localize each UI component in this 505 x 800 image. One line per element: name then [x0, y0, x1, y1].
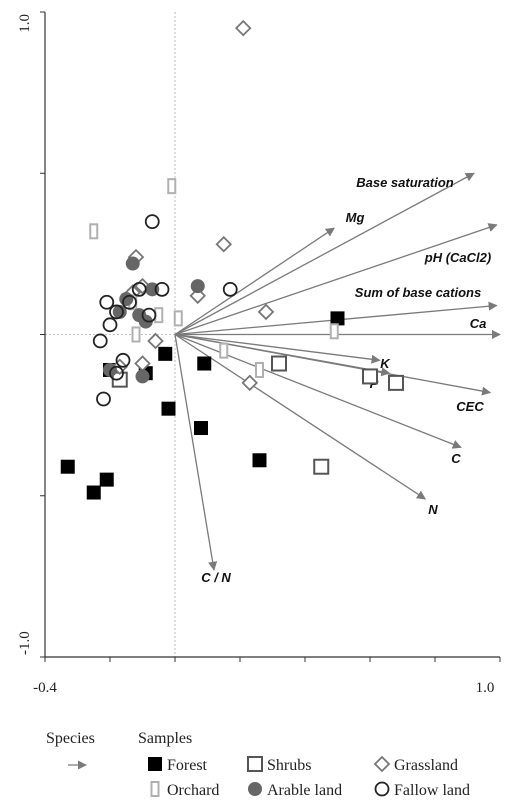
fallow-land-point-10: [109, 365, 124, 381]
legend-label-forest: Forest: [167, 757, 208, 774]
orchard-point-4: [173, 310, 183, 327]
species-arrow-1: [174, 227, 336, 336]
forest-point-7: [197, 356, 212, 371]
legend-label-shrubs: Shrubs: [267, 757, 311, 774]
grassland-point-1: [215, 235, 233, 253]
forest-point-8: [194, 421, 208, 436]
forest-point-10: [330, 311, 345, 326]
arable-land-point-3: [112, 304, 127, 319]
legend-label-orchard: Orchard: [167, 782, 219, 799]
grassland-point-8: [241, 374, 259, 392]
grassland-point-7: [147, 332, 164, 350]
species-label-4: Ca: [470, 316, 487, 331]
orchard-point-6: [219, 342, 229, 359]
legend-species-title: Species: [46, 730, 95, 747]
legend-label-arable-land: Arable land: [267, 782, 342, 799]
y-tick-label-bottom: -1.0: [17, 631, 33, 655]
species-arrow-0: [174, 172, 475, 336]
legend-marker-orchard: [150, 781, 160, 797]
shrubs-point-2: [313, 458, 330, 475]
legend-marker-forest: [148, 757, 162, 771]
legend-samples-title: Samples: [138, 730, 192, 747]
forest-point-6: [161, 401, 176, 416]
orchard-point-5: [131, 326, 141, 343]
legend: Species Samples Forest Shrubs Grassland Orcha…: [46, 730, 470, 799]
species-arrow-8: [174, 333, 462, 449]
species-label-7: CEC: [456, 399, 484, 414]
species-arrow-5: [174, 333, 381, 364]
x-tick-label-right: 1.0: [476, 680, 495, 696]
fallow-land-point-3: [154, 281, 170, 297]
species-label-0: Base saturation: [356, 175, 454, 190]
fallow-land-point-1: [99, 294, 115, 310]
fallow-land-point-6: [122, 294, 137, 310]
forest-point-9: [252, 453, 267, 468]
species-label-1: Mg: [346, 210, 365, 225]
legend-marker-shrubs: [247, 756, 263, 772]
orchard-point-1: [89, 223, 99, 240]
arable-land-point-1: [119, 292, 134, 307]
orchard-point-7: [255, 361, 264, 378]
fallow-land-point-4: [102, 317, 118, 333]
fallow-land-point-9: [96, 391, 111, 407]
orchard-point-8: [329, 323, 339, 340]
grassland-point-6: [257, 303, 275, 321]
legend-label-fallow-land: Fallow land: [394, 782, 470, 799]
species-label-10: C / N: [201, 570, 231, 585]
fallow-land-point-12: [222, 281, 238, 297]
x-tick-label-left: -0.4: [33, 680, 57, 696]
species-arrow-9: [174, 333, 427, 500]
species-label-5: K: [380, 356, 391, 371]
species-label-3: Sum of base cations: [355, 285, 481, 300]
fallow-land-point-5: [109, 304, 124, 320]
forest-point-0: [60, 459, 75, 474]
species-arrow-10: [174, 334, 218, 571]
species-arrow-2: [174, 223, 498, 336]
forest-point-5: [158, 346, 173, 361]
species-label-8: C: [451, 451, 461, 466]
shrubs-point-3: [362, 368, 378, 385]
shrubs-point-1: [271, 355, 287, 372]
legend-marker-grassland: [373, 755, 391, 773]
shrubs-point-4: [388, 374, 404, 391]
forest-point-2: [99, 472, 114, 487]
arable-land-point-8: [135, 369, 150, 384]
legend-marker-fallow-land: [374, 781, 390, 797]
orchard-point-0: [167, 178, 177, 195]
fallow-land-point-2: [131, 281, 147, 297]
fallow-land-point-8: [92, 333, 108, 349]
legend-marker-arable-land: [248, 782, 262, 796]
fallow-land-point-0: [144, 214, 160, 230]
y-tick-label-top: 1.0: [17, 14, 33, 33]
fallow-land-point-7: [141, 307, 157, 323]
grassland-point-5: [189, 287, 207, 305]
plot-area: 1.0 -1.0 -0.4 1.0 Base saturation Mg pH (CaCl2…: [17, 11, 501, 696]
forest-point-1: [86, 485, 101, 500]
legend-label-grassland: Grassland: [394, 757, 458, 774]
species-label-9: N: [428, 502, 438, 517]
arable-land-point-5: [190, 279, 205, 294]
grassland-point-0: [234, 19, 252, 37]
fallow-land-point-11: [115, 352, 131, 368]
species-label-2: pH (CaCl2): [424, 250, 491, 265]
arable-land-point-0: [125, 256, 140, 271]
